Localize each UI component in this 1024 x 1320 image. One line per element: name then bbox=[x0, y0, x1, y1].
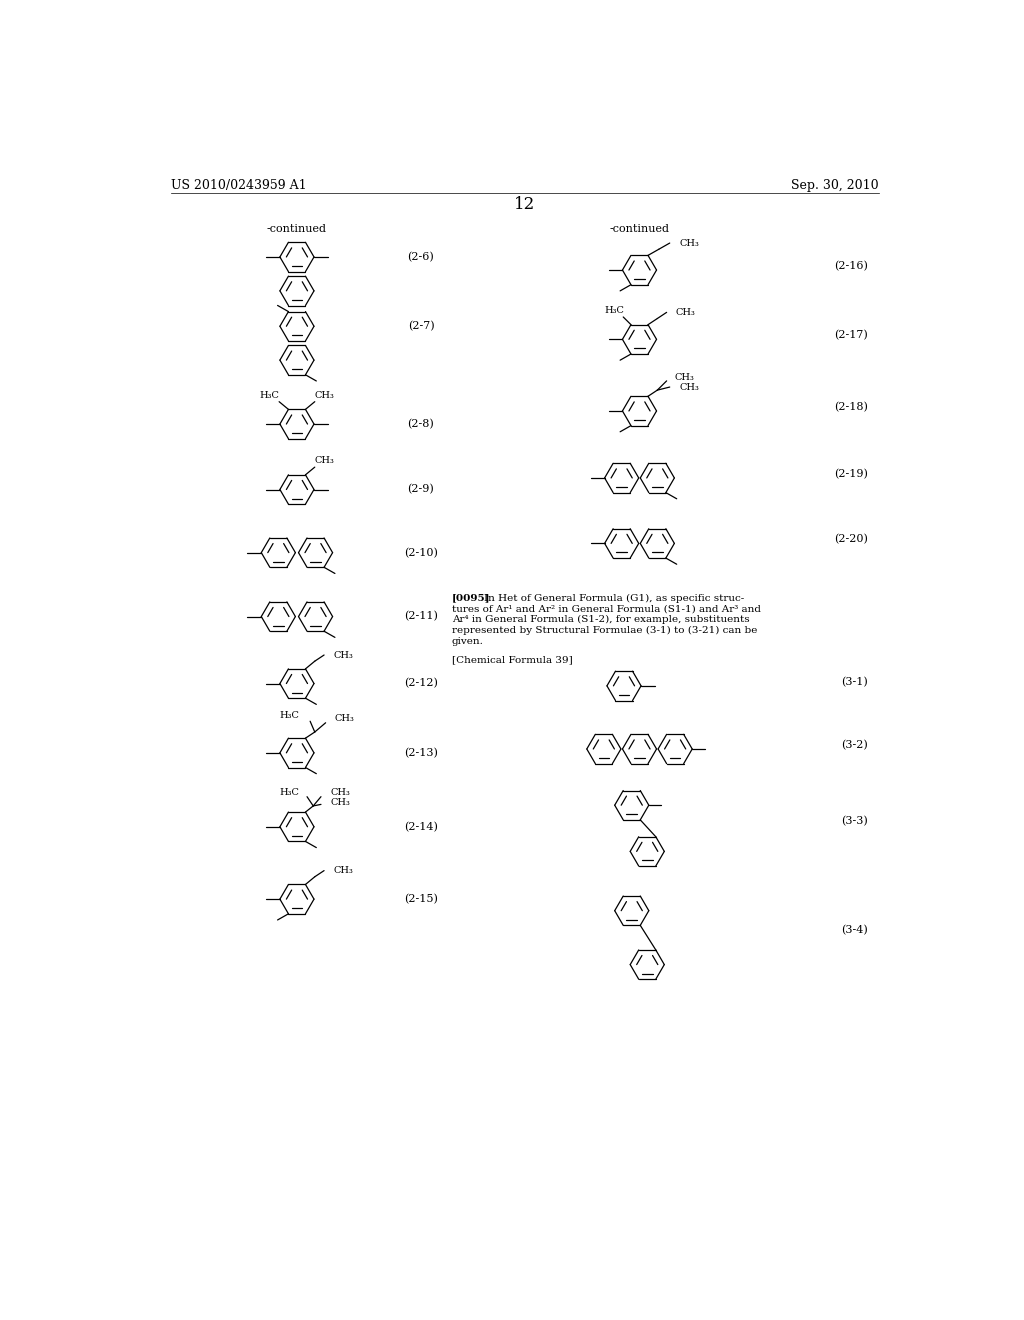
Text: H₃C: H₃C bbox=[604, 306, 624, 315]
Text: (2-12): (2-12) bbox=[404, 678, 438, 689]
Text: (3-1): (3-1) bbox=[842, 677, 868, 688]
Text: CH₃: CH₃ bbox=[675, 374, 694, 383]
Text: US 2010/0243959 A1: US 2010/0243959 A1 bbox=[171, 178, 306, 191]
Text: (3-4): (3-4) bbox=[842, 925, 868, 935]
Text: (2-9): (2-9) bbox=[408, 484, 434, 495]
Text: (2-18): (2-18) bbox=[835, 403, 868, 412]
Text: CH₃: CH₃ bbox=[314, 457, 334, 466]
Text: -continued: -continued bbox=[609, 224, 670, 234]
Text: (2-19): (2-19) bbox=[835, 469, 868, 479]
Text: [Chemical Formula 39]: [Chemical Formula 39] bbox=[452, 655, 572, 664]
Text: (2-11): (2-11) bbox=[404, 611, 438, 622]
Text: (2-15): (2-15) bbox=[404, 894, 438, 904]
Text: CH₃: CH₃ bbox=[335, 714, 354, 722]
Text: CH₃: CH₃ bbox=[334, 651, 353, 660]
Text: (3-3): (3-3) bbox=[842, 816, 868, 826]
Text: (2-13): (2-13) bbox=[404, 747, 438, 758]
Text: -continued: -continued bbox=[267, 224, 327, 234]
Text: CH₃: CH₃ bbox=[334, 866, 353, 875]
Text: H₃C: H₃C bbox=[280, 788, 299, 796]
Text: H₃C: H₃C bbox=[280, 710, 299, 719]
Text: given.: given. bbox=[452, 636, 483, 645]
Text: Sep. 30, 2010: Sep. 30, 2010 bbox=[792, 178, 879, 191]
Text: tures of Ar¹ and Ar² in General Formula (S1-1) and Ar³ and: tures of Ar¹ and Ar² in General Formula … bbox=[452, 605, 761, 614]
Text: CH₃: CH₃ bbox=[331, 799, 350, 808]
Text: 12: 12 bbox=[514, 197, 536, 213]
Text: (2-14): (2-14) bbox=[404, 821, 438, 832]
Text: CH₃: CH₃ bbox=[331, 788, 350, 796]
Text: [0095]: [0095] bbox=[452, 594, 490, 602]
Text: CH₃: CH₃ bbox=[679, 383, 699, 392]
Text: In Het of General Formula (G1), as specific struc-: In Het of General Formula (G1), as speci… bbox=[484, 594, 744, 602]
Text: (2-20): (2-20) bbox=[835, 535, 868, 545]
Text: CH₃: CH₃ bbox=[314, 391, 334, 400]
Text: CH₃: CH₃ bbox=[679, 239, 699, 248]
Text: (3-2): (3-2) bbox=[842, 741, 868, 750]
Text: (2-7): (2-7) bbox=[408, 321, 434, 331]
Text: (2-16): (2-16) bbox=[835, 261, 868, 272]
Text: Ar⁴ in General Formula (S1-2), for example, substituents: Ar⁴ in General Formula (S1-2), for examp… bbox=[452, 615, 750, 624]
Text: (2-6): (2-6) bbox=[408, 252, 434, 263]
Text: CH₃: CH₃ bbox=[676, 308, 695, 317]
Text: represented by Structural Formulae (3-1) to (3-21) can be: represented by Structural Formulae (3-1)… bbox=[452, 626, 758, 635]
Text: (2-17): (2-17) bbox=[835, 330, 868, 341]
Text: (2-10): (2-10) bbox=[404, 548, 438, 558]
Text: (2-8): (2-8) bbox=[408, 418, 434, 429]
Text: H₃C: H₃C bbox=[260, 391, 280, 400]
